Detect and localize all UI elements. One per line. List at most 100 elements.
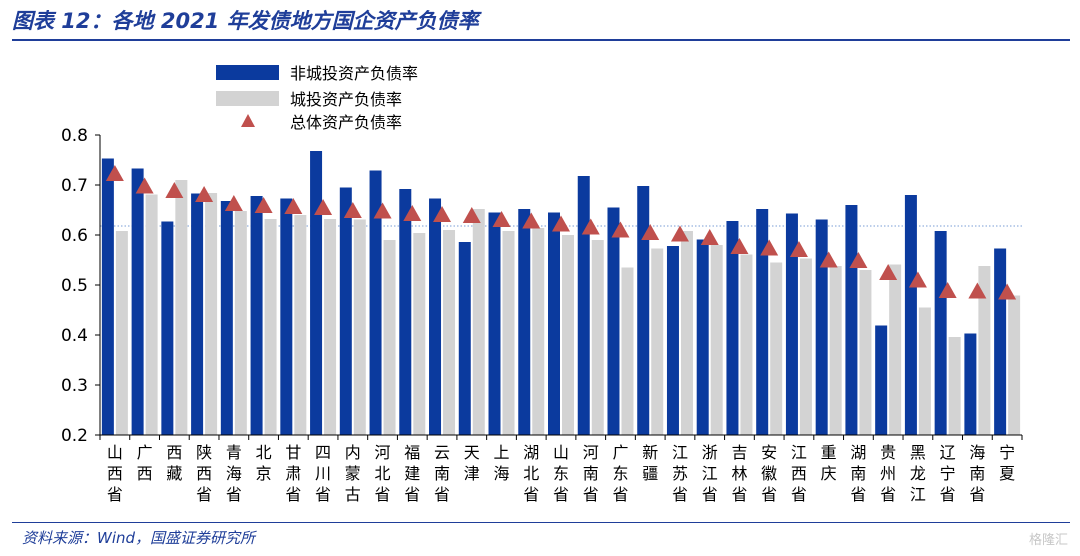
legend-label-non-chengtou: 非城投资产负债率 [290, 64, 418, 83]
x-tick-label: 河南省 [583, 443, 599, 504]
y-tick-label: 0.8 [61, 126, 88, 146]
bar-chengtou [978, 266, 991, 435]
bar-non-chengtou [280, 198, 293, 435]
bar-non-chengtou [756, 209, 769, 435]
marker-overall [849, 252, 868, 268]
marker-overall [641, 224, 660, 240]
bar-chengtou [562, 235, 574, 435]
bar-non-chengtou [220, 201, 233, 435]
marker-overall [195, 186, 214, 202]
marker-overall [373, 202, 392, 219]
bar-chengtou [205, 193, 218, 435]
x-tick-label: 西藏 [166, 443, 182, 483]
x-tick-label: 海南省 [969, 443, 985, 504]
bar-chengtou [532, 228, 545, 435]
marker-overall [819, 251, 838, 268]
y-tick-label: 0.3 [61, 376, 88, 396]
legend-swatch-chengtou [216, 91, 279, 106]
bar-chengtou [413, 233, 426, 435]
y-tick-label: 0.6 [61, 226, 88, 246]
marker-overall [522, 212, 541, 229]
marker-overall [998, 283, 1017, 300]
marker-overall [611, 221, 630, 238]
bar-chengtou [740, 254, 753, 435]
bar-chengtou [770, 262, 783, 435]
x-tick-label: 安徽省 [761, 443, 777, 504]
x-tick-label: 贵州省 [880, 443, 896, 504]
marker-overall [938, 282, 957, 298]
marker-overall [908, 271, 927, 288]
bar-chengtou [680, 231, 693, 435]
bar-chengtou [621, 267, 634, 435]
bar-chengtou [234, 211, 247, 435]
bar-chengtou [799, 258, 812, 435]
marker-overall [968, 282, 987, 299]
x-tick-label: 浙江省 [702, 443, 718, 504]
marker-overall [730, 238, 749, 254]
bar-chengtou [948, 337, 961, 435]
marker-overall [552, 215, 570, 232]
marker-overall [760, 239, 779, 256]
x-tick-label: 山东省 [553, 443, 569, 504]
bar-non-chengtou [815, 219, 828, 435]
bar-non-chengtou [518, 209, 531, 435]
bar-non-chengtou [339, 187, 352, 435]
bar-non-chengtou [131, 168, 144, 435]
legend-label-chengtou: 城投资产负债率 [290, 90, 402, 109]
x-tick-label: 江苏省 [672, 443, 688, 504]
source-note: 资料来源：Wind，国盛证券研究所 [22, 529, 256, 547]
legend-marker-overall [241, 114, 255, 127]
bar-non-chengtou [250, 196, 263, 435]
x-tick-label: 上海 [494, 443, 510, 483]
bar-non-chengtou [994, 248, 1007, 435]
x-tick-label: 天津 [464, 443, 480, 483]
bar-chengtou [324, 219, 337, 435]
bar-non-chengtou [191, 193, 204, 435]
bar-chengtou [383, 240, 396, 435]
bar-non-chengtou [101, 158, 114, 435]
bar-non-chengtou [161, 221, 174, 435]
marker-overall [433, 206, 452, 222]
bar-non-chengtou [310, 151, 323, 435]
x-tick-label: 辽宁省 [940, 443, 956, 504]
marker-overall [492, 211, 511, 227]
x-tick-label: 福建省 [404, 443, 420, 504]
bar-chengtou [591, 240, 604, 435]
marker-overall [879, 264, 898, 280]
bar-chengtou [918, 307, 931, 435]
marker-overall [789, 241, 808, 257]
marker-overall [670, 225, 689, 242]
bar-chengtou [651, 248, 664, 435]
marker-overall [343, 202, 362, 218]
marker-series-group [105, 165, 1017, 300]
x-tick-label: 广西 [137, 443, 153, 483]
x-axis: 山西省广西西藏陕西省青海省北京甘肃省四川省内蒙古河北省福建省云南省天津上海湖北省… [99, 434, 1023, 504]
bar-non-chengtou [785, 213, 798, 435]
x-tick-label: 宁夏 [999, 443, 1015, 483]
marker-overall [314, 199, 333, 215]
bar-non-chengtou [488, 212, 501, 435]
bar-non-chengtou [548, 212, 560, 435]
x-tick-label: 湖南省 [850, 443, 866, 504]
bar-non-chengtou [845, 205, 858, 435]
x-tick-label: 北京 [256, 443, 272, 483]
bar-non-chengtou [934, 231, 947, 435]
bar-non-chengtou [577, 176, 590, 435]
y-tick-label: 0.4 [61, 326, 88, 346]
y-tick-label: 0.2 [61, 426, 88, 446]
x-tick-label: 陕西省 [196, 443, 212, 504]
marker-overall [284, 198, 303, 214]
bar-non-chengtou [637, 186, 650, 435]
bar-chengtou [889, 264, 902, 435]
bar-chengtou [502, 231, 515, 435]
bar-non-chengtou [696, 239, 709, 435]
legend-label-overall: 总体资产负债率 [290, 113, 402, 132]
bar-non-chengtou [458, 242, 471, 435]
x-tick-label: 广东省 [612, 443, 628, 504]
watermark-text: 格隆汇 [1028, 533, 1068, 548]
bar-chengtou [294, 215, 307, 435]
x-tick-label: 重庆 [821, 443, 837, 483]
bar-chengtou [710, 245, 723, 435]
